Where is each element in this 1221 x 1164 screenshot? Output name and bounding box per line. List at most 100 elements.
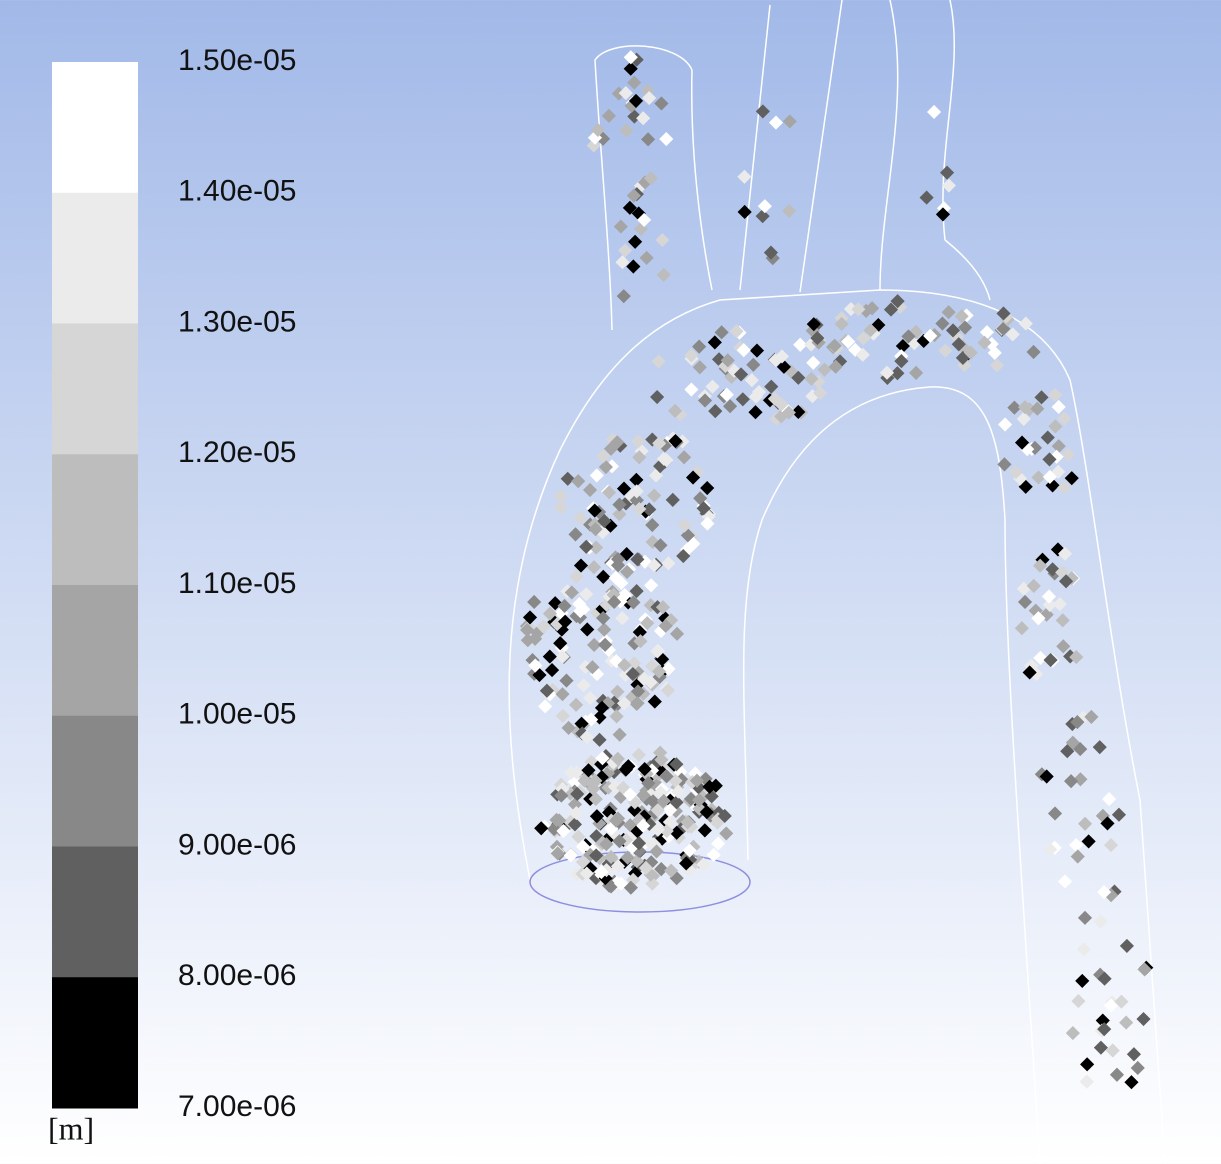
particle [1095, 1013, 1110, 1028]
particle [1031, 470, 1046, 485]
particle [579, 866, 594, 881]
particle [544, 663, 560, 678]
particle [1078, 816, 1093, 831]
particle [642, 502, 657, 517]
particle [1017, 400, 1033, 415]
particle [1042, 452, 1057, 467]
particle [589, 809, 604, 824]
particle [989, 358, 1005, 373]
particle [1048, 387, 1063, 402]
particle [574, 716, 589, 731]
particle [631, 747, 646, 762]
particle [736, 343, 751, 358]
particle [636, 818, 651, 833]
particle [641, 132, 656, 147]
particle [647, 558, 662, 573]
particle [539, 683, 554, 698]
particle [607, 779, 622, 794]
particle [737, 169, 752, 184]
particle [1126, 1047, 1142, 1062]
particle [655, 600, 671, 615]
particle [1071, 994, 1086, 1009]
particle [817, 362, 832, 377]
particle [631, 434, 646, 449]
particle [1057, 480, 1072, 495]
particle [669, 757, 684, 772]
particle [708, 404, 723, 419]
particle [627, 656, 642, 671]
particle [1026, 578, 1041, 593]
particle [679, 856, 694, 871]
particle [1007, 400, 1022, 415]
particle [571, 474, 586, 489]
particle [791, 404, 806, 420]
particle [632, 625, 647, 640]
particle [567, 817, 583, 832]
particle [589, 468, 604, 483]
particle [538, 699, 553, 714]
particle [998, 417, 1013, 432]
particle [951, 337, 966, 352]
particle [656, 451, 671, 466]
particle [596, 569, 611, 584]
particle [768, 115, 784, 130]
particle [935, 207, 951, 222]
particle [702, 779, 717, 794]
particle [576, 678, 591, 693]
particle [625, 666, 640, 682]
particle [1114, 994, 1129, 1009]
colorbar-tick-label: 1.40e-05 [178, 175, 296, 208]
particle [841, 334, 856, 349]
particle [594, 865, 609, 880]
particle [1058, 574, 1074, 589]
particle [659, 823, 674, 839]
particle [1103, 838, 1119, 853]
particle [594, 700, 610, 715]
particle [587, 637, 602, 653]
particle [774, 349, 790, 364]
particle [558, 614, 573, 629]
particle [629, 584, 644, 599]
particle [610, 859, 626, 874]
particle [654, 862, 669, 877]
particle [941, 178, 956, 193]
particle [696, 857, 711, 872]
particle [901, 329, 916, 344]
particle [719, 387, 734, 402]
particle [1064, 471, 1079, 486]
particle [757, 199, 772, 214]
particle [603, 441, 619, 456]
particle [668, 433, 683, 449]
particle [595, 751, 610, 766]
particle [664, 863, 679, 878]
particle [1097, 885, 1112, 900]
particle [668, 403, 683, 418]
particle [573, 511, 588, 526]
particle [654, 752, 669, 767]
particle [979, 325, 995, 340]
particle [883, 302, 899, 317]
color-band [52, 715, 138, 847]
particle [555, 649, 570, 664]
particle [963, 345, 978, 360]
particle [601, 108, 616, 123]
particle [585, 660, 600, 675]
particle [661, 556, 676, 571]
particle [1014, 621, 1029, 636]
particle [572, 596, 587, 612]
particle [997, 457, 1012, 472]
particle [1103, 998, 1118, 1013]
particle [1092, 740, 1107, 755]
particle [890, 294, 905, 309]
particle [682, 843, 697, 858]
particle [735, 392, 750, 407]
particle [782, 203, 797, 218]
particle [1033, 558, 1048, 573]
particle [677, 518, 692, 533]
particle [1124, 1075, 1139, 1090]
particle [843, 301, 859, 317]
particle [700, 516, 715, 531]
particle [1130, 1060, 1145, 1076]
particle [644, 578, 659, 593]
